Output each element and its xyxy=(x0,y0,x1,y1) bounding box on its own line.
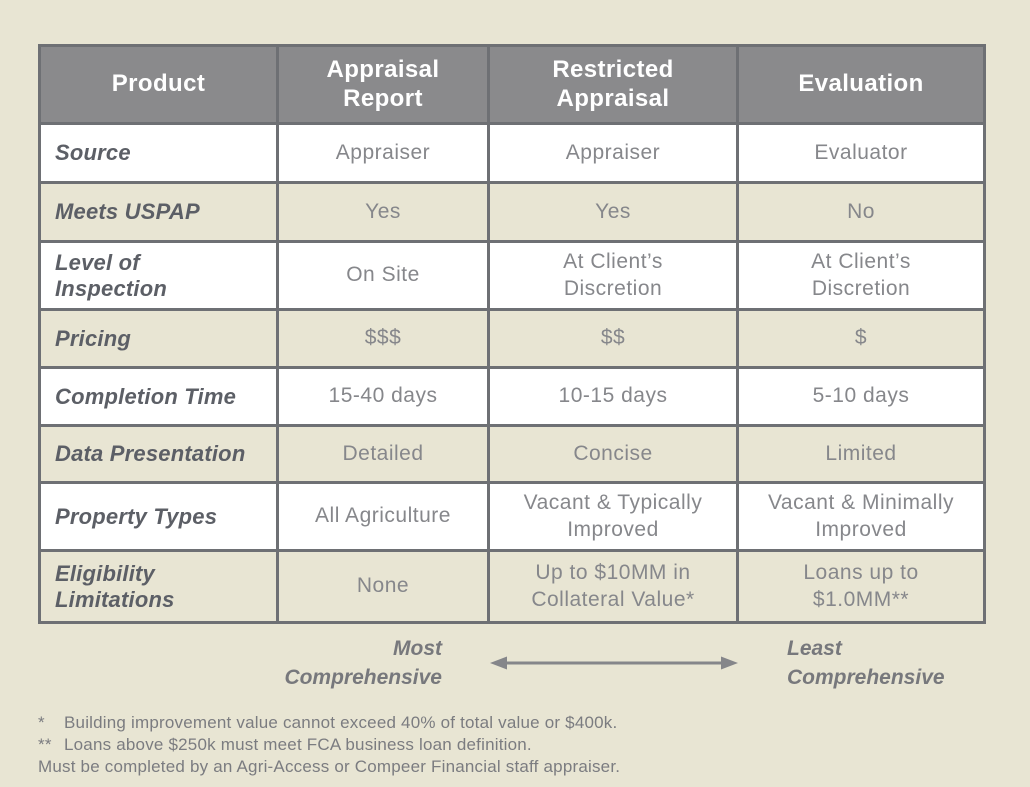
footnotes: * Building improvement value cannot exce… xyxy=(38,712,988,778)
row-label-data-presentation: Data Presentation xyxy=(38,424,279,484)
double-arrow-icon xyxy=(490,656,738,670)
table-row-pricing: Pricing $$$ $$ $ xyxy=(38,308,986,369)
product-comparison-table: Product Appraisal Report Restricted Appr… xyxy=(38,44,986,624)
table-row-completion-time: Completion Time 15-40 days 10-15 days 5-… xyxy=(38,366,986,427)
cell-pricing-restricted-appraisal: $$ xyxy=(487,308,739,369)
row-label-property-types: Property Types xyxy=(38,481,279,552)
header-product: Product xyxy=(38,44,279,125)
header-evaluation: Evaluation xyxy=(736,44,986,125)
least-comprehensive-label: Least Comprehensive xyxy=(787,637,945,690)
table-row-level-of-inspection: Level of Inspection On Site At Client’s … xyxy=(38,240,986,311)
cell-inspection-evaluation: At Client’s Discretion xyxy=(736,240,986,311)
table-row-property-types: Property Types All Agriculture Vacant & … xyxy=(38,481,986,552)
cell-inspection-restricted-appraisal: At Client’s Discretion xyxy=(487,240,739,311)
cell-source-restricted-appraisal: Appraiser xyxy=(487,122,739,184)
cell-property-evaluation: Vacant & Minimally Improved xyxy=(736,481,986,552)
table-row-eligibility-limitations: Eligibility Limitations None Up to $10MM… xyxy=(38,549,986,624)
cell-presentation-restricted-appraisal: Concise xyxy=(487,424,739,484)
footnote-marker: * xyxy=(38,713,45,732)
header-row: Product Appraisal Report Restricted Appr… xyxy=(38,44,986,125)
table-row-source: Source Appraiser Appraiser Evaluator xyxy=(38,122,986,184)
cell-completion-restricted-appraisal: 10-15 days xyxy=(487,366,739,427)
footnote-double-asterisk: ** Loans above $250k must meet FCA busin… xyxy=(38,734,988,756)
cell-pricing-evaluation: $ xyxy=(736,308,986,369)
row-label-pricing: Pricing xyxy=(38,308,279,369)
cell-completion-evaluation: 5-10 days xyxy=(736,366,986,427)
cell-inspection-appraisal-report: On Site xyxy=(276,240,490,311)
cell-source-appraisal-report: Appraiser xyxy=(276,122,490,184)
cell-eligibility-evaluation: Loans up to $1.0MM** xyxy=(736,549,986,624)
cell-pricing-appraisal-report: $$$ xyxy=(276,308,490,369)
table-row-meets-uspap: Meets USPAP Yes Yes No xyxy=(38,181,986,243)
cell-eligibility-restricted-appraisal: Up to $10MM in Collateral Value* xyxy=(487,549,739,624)
cell-presentation-evaluation: Limited xyxy=(736,424,986,484)
cell-uspap-evaluation: No xyxy=(736,181,986,243)
table-row-data-presentation: Data Presentation Detailed Concise Limit… xyxy=(38,424,986,484)
row-label-source: Source xyxy=(38,122,279,184)
cell-completion-appraisal-report: 15-40 days xyxy=(276,366,490,427)
row-label-completion-time: Completion Time xyxy=(38,366,279,427)
footnote-text: Building improvement value cannot exceed… xyxy=(64,713,618,732)
header-restricted-appraisal: Restricted Appraisal xyxy=(487,44,739,125)
row-label-eligibility-limitations: Eligibility Limitations xyxy=(38,549,279,624)
footnote-single-asterisk: * Building improvement value cannot exce… xyxy=(38,712,988,734)
footnote-text: Loans above $250k must meet FCA business… xyxy=(64,735,532,754)
footnote-completion-note: Must be completed by an Agri-Access or C… xyxy=(38,756,988,778)
row-label-meets-uspap: Meets USPAP xyxy=(38,181,279,243)
cell-source-evaluation: Evaluator xyxy=(736,122,986,184)
cell-property-appraisal-report: All Agriculture xyxy=(276,481,490,552)
cell-uspap-appraisal-report: Yes xyxy=(276,181,490,243)
row-label-level-of-inspection: Level of Inspection xyxy=(38,240,279,311)
cell-presentation-appraisal-report: Detailed xyxy=(276,424,490,484)
cell-property-restricted-appraisal: Vacant & Typically Improved xyxy=(487,481,739,552)
cell-eligibility-appraisal-report: None xyxy=(276,549,490,624)
footnote-marker: ** xyxy=(38,735,52,754)
header-appraisal-report: Appraisal Report xyxy=(276,44,490,125)
footnote-text: Must be completed by an Agri-Access or C… xyxy=(38,757,621,776)
cell-uspap-restricted-appraisal: Yes xyxy=(487,181,739,243)
most-comprehensive-label: Most Comprehensive xyxy=(284,637,442,690)
